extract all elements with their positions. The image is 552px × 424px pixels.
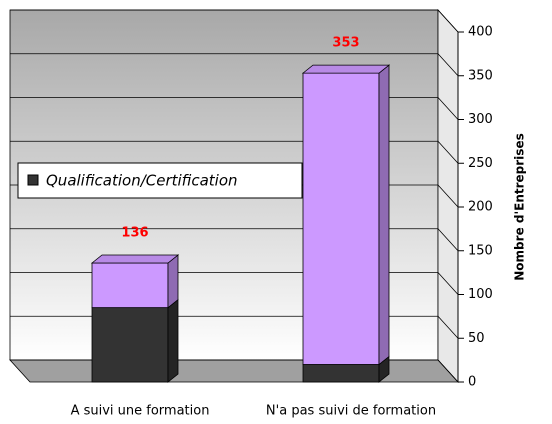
grid-line bbox=[10, 97, 459, 120]
y-tick-label: 150 bbox=[468, 243, 493, 258]
bar-side bbox=[378, 64, 390, 366]
grid-line bbox=[10, 53, 459, 77]
y-tick-label: 350 bbox=[468, 68, 493, 83]
y-tick-label: 0 bbox=[468, 375, 476, 390]
legend bbox=[17, 162, 303, 199]
bar-side bbox=[167, 254, 179, 309]
x-tick-label: A suivi une formation bbox=[71, 404, 210, 419]
bar-segment bbox=[91, 307, 169, 383]
legend-label: Qualification/Certification bbox=[46, 172, 238, 190]
x-tick-label: N'a pas suivi de formation bbox=[266, 404, 436, 419]
bar-segment bbox=[302, 72, 380, 365]
total-label: 136 bbox=[121, 226, 148, 241]
legend-swatch bbox=[27, 174, 39, 186]
y-tick-label: 100 bbox=[468, 287, 493, 302]
y-tick-label: 300 bbox=[468, 112, 493, 127]
y-tick-label: 200 bbox=[468, 200, 493, 215]
grid-line bbox=[10, 228, 459, 252]
total-label: 353 bbox=[332, 36, 359, 51]
y-axis-label: Nombre d'Entreprises bbox=[513, 133, 527, 280]
bar-segment bbox=[91, 262, 169, 309]
bar-side bbox=[167, 298, 179, 383]
bar-top bbox=[301, 64, 391, 74]
bar-segment bbox=[302, 364, 380, 383]
grid-line bbox=[10, 140, 459, 164]
floor bbox=[9, 359, 459, 383]
grid-line bbox=[10, 9, 459, 33]
y-tick-label: 250 bbox=[468, 156, 493, 171]
bar-top bbox=[90, 254, 180, 264]
y-tick-label: 400 bbox=[468, 25, 493, 40]
y-tick-label: 50 bbox=[468, 331, 485, 346]
